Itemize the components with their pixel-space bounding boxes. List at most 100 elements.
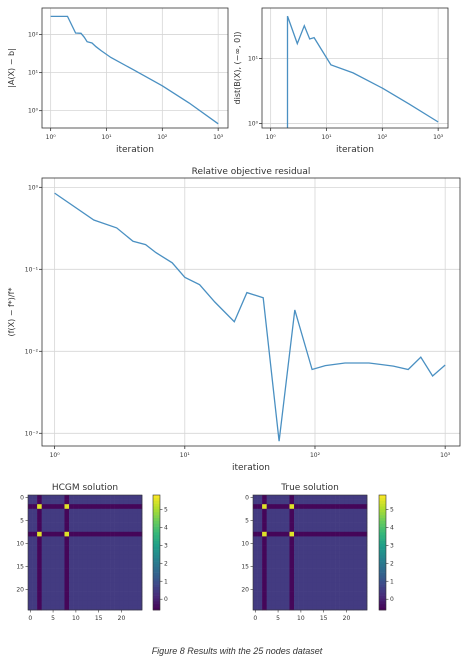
y-tick-label: 10²	[28, 32, 39, 39]
colorbar-segment	[153, 503, 160, 507]
heatmap-cell	[335, 559, 340, 565]
heatmap-cell	[344, 536, 350, 542]
heatmap-cell	[321, 564, 327, 569]
heatmap-cell	[335, 522, 340, 528]
heatmap-cell	[73, 508, 79, 514]
heatmap-cell	[344, 605, 350, 611]
heatmap-cell	[114, 600, 120, 606]
heatmap-cell	[294, 600, 299, 606]
heatmap-cell	[87, 550, 93, 556]
heatmap-cell	[275, 605, 281, 611]
heatmap-cell	[289, 536, 295, 542]
heatmap-cell	[321, 605, 327, 611]
heatmap-cell	[78, 582, 84, 588]
colorbar-tick-label: 5	[390, 506, 394, 513]
heatmap-cell	[266, 527, 272, 533]
heatmap-cell	[69, 573, 74, 579]
heatmap-cell	[137, 600, 143, 606]
heatmap-cell	[28, 522, 33, 528]
heatmap-cell	[28, 499, 33, 505]
heatmap-cell	[339, 504, 345, 510]
heatmap-cell	[353, 605, 359, 611]
heatmap-cell	[32, 536, 38, 542]
heatmap-cell	[257, 522, 263, 528]
heatmap-cell	[316, 587, 322, 592]
x-axis-label: iteration	[336, 145, 374, 155]
heatmap-cell	[262, 536, 267, 542]
heatmap-cell	[55, 577, 61, 583]
heatmap-cell	[78, 536, 84, 542]
heatmap-cell	[114, 527, 120, 533]
heatmap-cell	[266, 568, 272, 574]
heatmap-cell	[46, 536, 52, 542]
heatmap-cell	[307, 508, 313, 514]
heatmap-cell	[284, 577, 290, 583]
heatmap-cell	[253, 541, 258, 546]
heatmap-cell	[262, 495, 267, 500]
heatmap-cell	[298, 504, 304, 510]
colorbar-segment	[153, 601, 160, 605]
heatmap-cell	[335, 591, 340, 597]
heatmap-cell	[64, 495, 70, 500]
heatmap-cell	[266, 596, 272, 602]
colorbar-segment	[379, 604, 386, 608]
heatmap-cell	[303, 596, 309, 602]
heatmap-cell	[298, 522, 304, 528]
heatmap-cell	[312, 577, 318, 583]
heatmap-cell	[137, 541, 143, 546]
heatmap-cell	[339, 536, 345, 542]
heatmap-cell	[262, 564, 267, 569]
y-tick-label: 5	[20, 517, 24, 524]
heatmap-cell	[119, 605, 125, 611]
heatmap-cell	[271, 554, 277, 560]
colorbar-segment	[379, 497, 386, 502]
heatmap-cell	[257, 554, 263, 560]
heatmap-cell	[353, 559, 359, 565]
heatmap-cell	[73, 550, 79, 556]
heatmap-cell	[46, 522, 52, 528]
heatmap-cell	[100, 518, 106, 523]
heatmap-cell	[32, 573, 38, 579]
heatmap-cell	[91, 573, 97, 579]
heatmap-cell	[28, 573, 33, 579]
heatmap-cell	[132, 531, 138, 537]
heatmap-cell	[271, 536, 277, 542]
heatmap-cell	[257, 605, 263, 611]
heatmap-cell	[119, 596, 125, 602]
heatmap-cell	[266, 605, 272, 611]
heatmap-cell	[41, 513, 47, 519]
heatmap-cell	[312, 513, 318, 519]
heatmap-cell	[132, 582, 138, 588]
colorbar-segment	[153, 541, 160, 545]
heatmap-cell	[28, 582, 33, 588]
heatmap-cell	[132, 522, 138, 528]
heatmap-cell	[348, 508, 354, 514]
heatmap-cell	[339, 527, 345, 533]
heatmap-cell	[119, 573, 125, 579]
heatmap-cell	[55, 504, 61, 510]
heatmap-cell	[87, 536, 93, 542]
heatmap-cell	[321, 600, 327, 606]
heatmap-cell	[87, 545, 93, 551]
x-tick-label: 10³	[213, 134, 224, 141]
heatmap-cell	[37, 596, 42, 602]
heatmap-title: HCGM solution	[52, 483, 118, 493]
colorbar-segment	[379, 564, 386, 568]
heatmap-cell	[271, 527, 277, 533]
heatmap-cell	[325, 508, 331, 514]
heatmap-cell	[69, 545, 74, 551]
heatmap-cell	[105, 518, 111, 523]
heatmap-cell	[307, 577, 313, 583]
heatmap-cell	[100, 508, 106, 514]
heatmap-cell	[344, 591, 350, 597]
heatmap-cell	[294, 522, 299, 528]
heatmap-cell	[344, 531, 350, 537]
heatmap-cell	[312, 600, 318, 606]
heatmap-cell	[339, 541, 345, 546]
heatmap-cell	[357, 577, 363, 583]
heatmap-cell	[348, 495, 354, 500]
heatmap-cell	[275, 495, 281, 500]
heatmap-true: True solution 0 5 10 15 20 0 5 10 15 20 0 1 2 3 4 5	[241, 483, 394, 622]
heatmap-cell	[110, 527, 115, 533]
heatmap-cell	[96, 541, 102, 546]
